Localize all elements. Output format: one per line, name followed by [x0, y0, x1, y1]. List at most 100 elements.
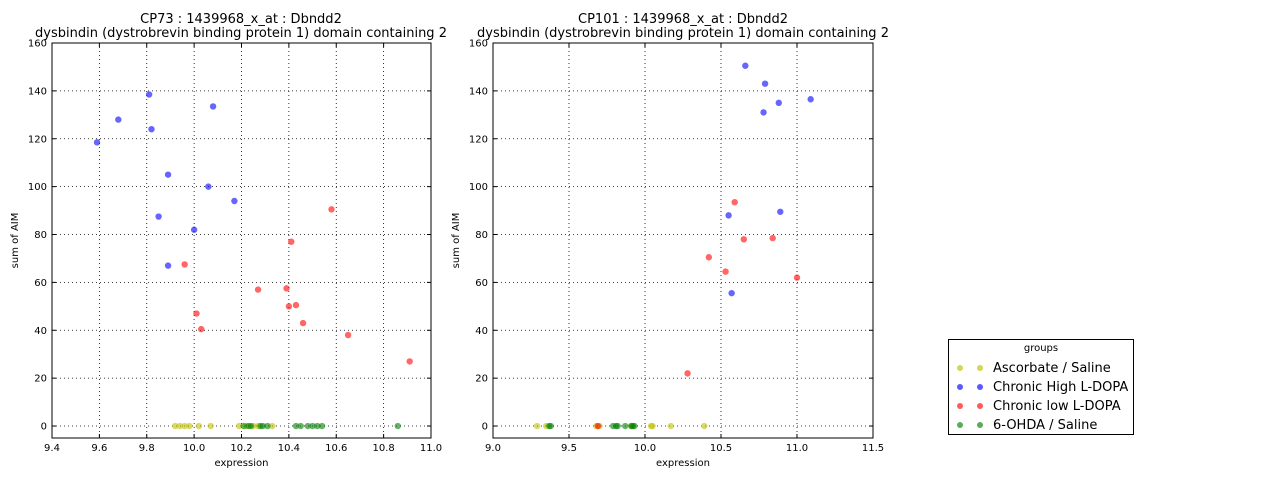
data-point: [304, 422, 312, 430]
data-point: [292, 422, 300, 430]
data-point: [760, 109, 767, 116]
data-point: [176, 422, 184, 430]
data-point: [190, 226, 198, 233]
series-chronic-high-l-dopa: [93, 91, 238, 269]
y-tick-label: 20: [34, 374, 47, 385]
y-tick-label: 80: [34, 230, 47, 241]
data-point: [283, 285, 290, 292]
series-chronic-low-l-dopa: [594, 198, 801, 430]
legend-entry-chronic-low-l-dopa: Chronic low L-DOPA: [955, 397, 1121, 415]
data-point: [761, 80, 769, 87]
data-point: [193, 310, 200, 317]
data-point: [145, 91, 153, 98]
x-tick-label: 11.0: [786, 443, 808, 454]
data-point: [742, 62, 749, 69]
data-point: [614, 422, 621, 430]
y-tick-label: 160: [28, 39, 47, 50]
data-point: [314, 422, 321, 430]
data-point: [701, 422, 708, 430]
data-point: [406, 358, 413, 365]
y-tick-label: 60: [475, 278, 488, 289]
data-point: [649, 422, 656, 430]
data-point: [205, 183, 212, 190]
data-point: [288, 238, 295, 245]
legend-label: 6-OHDA / Saline: [993, 417, 1098, 433]
chart-subtitle: dysbindin (dystrobrevin binding protein …: [35, 26, 447, 41]
data-point: [269, 422, 276, 430]
plot-area-frame: [51, 42, 432, 439]
data-point: [247, 422, 255, 430]
y-tick-label: 140: [469, 86, 488, 97]
data-point: [318, 422, 326, 430]
series-6-ohda-saline: [546, 422, 638, 430]
data-point: [775, 99, 782, 107]
data-point: [722, 268, 729, 275]
data-point: [254, 286, 262, 293]
data-point: [164, 171, 172, 178]
series-chronic-high-l-dopa: [725, 62, 814, 297]
data-point: [684, 370, 691, 377]
data-point: [181, 261, 188, 268]
data-point: [164, 262, 172, 269]
x-tick-label: 9.0: [485, 443, 501, 454]
data-point: [728, 289, 735, 297]
y-tick-label: 120: [28, 134, 47, 145]
data-point: [705, 254, 713, 261]
data-point: [547, 422, 554, 430]
data-point: [259, 422, 267, 430]
legend-title: groups: [1023, 343, 1059, 354]
data-point: [115, 116, 122, 123]
data-point: [235, 422, 243, 430]
data-point: [299, 319, 307, 327]
data-point: [740, 236, 747, 243]
y-axis-label: sum of AIM: [10, 213, 21, 269]
y-tick-label: 120: [469, 134, 488, 145]
legend-marker: [955, 416, 989, 434]
x-tick-label: 10.5: [710, 443, 732, 454]
y-tick-label: 40: [475, 326, 488, 337]
y-tick-label: 140: [28, 86, 47, 97]
data-point: [344, 331, 352, 339]
data-point: [171, 422, 179, 430]
legend-label: Ascorbate / Saline: [993, 360, 1111, 376]
data-point: [292, 301, 300, 309]
data-point: [195, 422, 203, 430]
legend-entry-6-ohda-saline: 6-OHDA / Saline: [955, 416, 1097, 434]
data-point: [807, 96, 814, 103]
data-point: [155, 213, 162, 220]
data-point: [93, 139, 101, 146]
data-point: [328, 206, 335, 213]
x-tick-label: 10.6: [325, 443, 347, 454]
data-point: [148, 125, 155, 133]
legend-marker: [955, 359, 989, 377]
y-tick-label: 100: [469, 182, 488, 193]
legend-entry-chronic-high-l-dopa: Chronic High L-DOPA: [955, 378, 1128, 396]
y-tick-label: 60: [34, 278, 47, 289]
y-tick-label: 40: [34, 326, 47, 337]
chart-subtitle: dysbindin (dystrobrevin binding protein …: [477, 26, 889, 41]
data-point: [594, 422, 602, 430]
x-tick-label: 10.2: [230, 443, 252, 454]
data-point: [533, 422, 541, 430]
legend-marker: [955, 378, 989, 396]
data-point: [264, 422, 271, 430]
data-point: [285, 303, 293, 310]
data-point: [297, 422, 304, 430]
x-axis-label: expression: [656, 458, 710, 469]
y-tick-label: 100: [28, 182, 47, 193]
y-tick-label: 160: [469, 39, 488, 50]
data-point: [777, 208, 784, 215]
plot-area-frame: [492, 42, 874, 439]
series-chronic-low-l-dopa: [181, 206, 413, 365]
x-tick-label: 11.5: [862, 443, 884, 454]
data-point: [725, 212, 732, 219]
y-tick-label: 80: [475, 230, 488, 241]
data-point: [207, 422, 214, 430]
data-point: [209, 103, 217, 110]
x-axis-label: expression: [215, 458, 269, 469]
data-point: [309, 422, 316, 430]
legend-label: Chronic High L-DOPA: [993, 379, 1129, 395]
